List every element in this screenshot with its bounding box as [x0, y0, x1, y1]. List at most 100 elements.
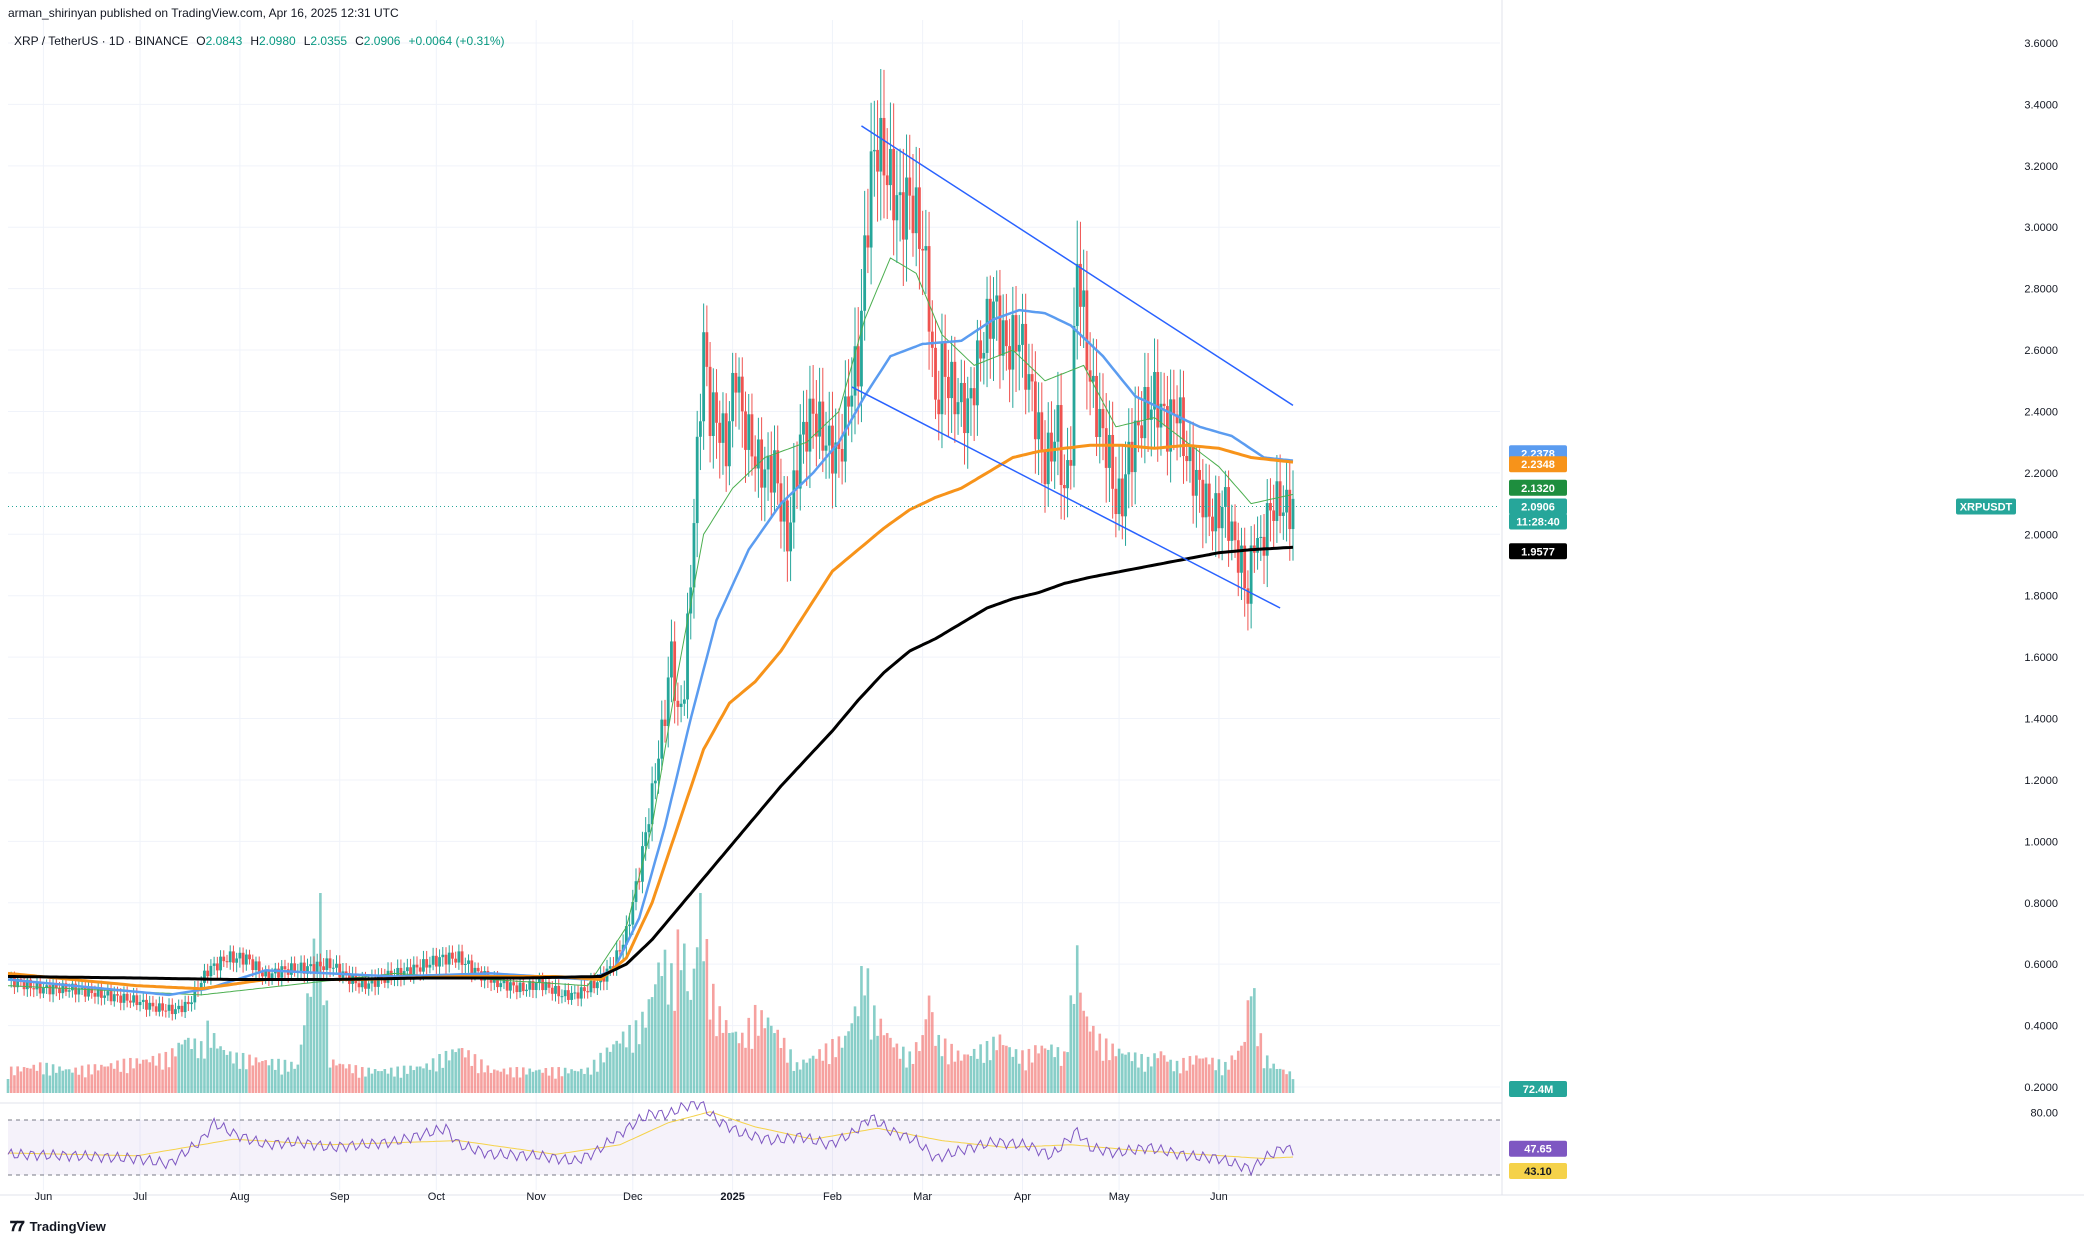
- volume-bar: [712, 983, 715, 1093]
- volume-bar: [9, 1066, 13, 1093]
- candle-body: [83, 987, 87, 997]
- candle-body: [673, 641, 677, 701]
- volume-bar: [1162, 1055, 1166, 1093]
- volume-bar: [489, 1072, 493, 1093]
- volume-bars: [6, 893, 1295, 1093]
- candle-body: [215, 963, 219, 971]
- rsi-ma-line: [7, 1111, 1294, 1160]
- symbol-legend[interactable]: XRP / TetherUS · 1D · BINANCE O2.0843 H2…: [14, 34, 505, 48]
- candle-body: [834, 442, 838, 474]
- candle-body: [428, 964, 432, 968]
- volume-bar: [90, 1074, 94, 1093]
- volume-bar: [1124, 1054, 1127, 1093]
- volume-bar: [570, 1069, 573, 1093]
- candle-body: [16, 978, 20, 988]
- tradingview-logo[interactable]: 𝟕𝟕 TradingView: [10, 1218, 106, 1235]
- candle-body: [689, 587, 693, 614]
- volume-bar: [918, 1051, 921, 1093]
- candle-body: [1137, 420, 1140, 426]
- volume-bar: [666, 1004, 670, 1093]
- time-tick-label: Nov: [526, 1191, 546, 1203]
- price-tick-label: 1.2000: [2024, 775, 2058, 787]
- volume-bar: [1066, 1052, 1069, 1093]
- volume-bar: [45, 1062, 48, 1093]
- volume-bar: [1085, 1016, 1089, 1093]
- volume-bar: [325, 1000, 329, 1093]
- volume-bar: [882, 1035, 886, 1093]
- volume-bar: [869, 1039, 873, 1093]
- volume-bar: [1146, 1056, 1150, 1093]
- time-axis[interactable]: Jun Jul Aug Sep Oct Nov Dec 2025 Feb Mar Apr May Jun: [35, 1191, 1228, 1203]
- candle-body: [499, 983, 503, 988]
- volume-bar: [1034, 1045, 1037, 1093]
- volume-bar: [96, 1070, 100, 1093]
- candle-body: [318, 961, 322, 967]
- volume-bar: [866, 968, 870, 1093]
- candle-body: [885, 175, 889, 186]
- candle-body: [814, 413, 818, 437]
- candle-body: [409, 967, 412, 977]
- volume-bar: [1030, 1062, 1034, 1093]
- volume-bar: [534, 1070, 538, 1093]
- candle-body: [808, 398, 812, 452]
- volume-bar: [663, 949, 667, 1093]
- symbol-title[interactable]: XRP / TetherUS · 1D · BINANCE: [14, 34, 189, 48]
- rsi-ma-tag: 43.10: [1524, 1166, 1552, 1178]
- candle-body: [344, 971, 348, 975]
- volume-bar: [222, 1050, 226, 1093]
- candle-body: [889, 148, 892, 186]
- volume-bar: [167, 1067, 171, 1093]
- rsi-value-tag: 47.65: [1524, 1144, 1552, 1156]
- volume-bar: [451, 1049, 454, 1093]
- candle-body: [1085, 290, 1089, 371]
- candle-body: [99, 988, 103, 998]
- volume-bar: [786, 1062, 789, 1093]
- candle-body: [969, 388, 973, 399]
- volume-bar: [1117, 1048, 1121, 1093]
- volume-bar: [995, 1050, 999, 1093]
- volume-bar: [55, 1072, 58, 1093]
- candle-body: [225, 961, 229, 963]
- time-tick-label: Jun: [35, 1191, 53, 1203]
- candle-body: [1233, 521, 1237, 541]
- volume-bar: [911, 1063, 915, 1093]
- volume-bar: [431, 1058, 435, 1093]
- volume-bar: [1133, 1052, 1137, 1093]
- price-axis[interactable]: 3.6000 3.4000 3.2000 3.0000 2.8000 2.6000 2.40…: [2024, 38, 2058, 1119]
- volume-bar: [422, 1068, 425, 1093]
- candle-body: [367, 983, 371, 989]
- volume-bar: [238, 1068, 242, 1093]
- volume-bar: [766, 1017, 770, 1093]
- candle-body: [277, 968, 280, 978]
- volume-bar: [769, 1025, 773, 1093]
- volume-bar: [344, 1068, 348, 1093]
- candle-body: [956, 402, 960, 415]
- candle-body: [1114, 488, 1118, 515]
- volume-bar: [1027, 1048, 1031, 1093]
- candle-body: [241, 952, 245, 965]
- volume-bar: [705, 939, 709, 1093]
- candle-body: [67, 990, 71, 992]
- volume-bar: [373, 1069, 377, 1093]
- candle-body: [570, 992, 573, 1000]
- candle-body: [186, 1001, 190, 1005]
- candle-body: [148, 1002, 152, 1010]
- candle-body: [1066, 460, 1069, 489]
- price-tick-label: 1.4000: [2024, 714, 2058, 726]
- channel-line: [861, 125, 1294, 406]
- candle-body: [860, 310, 863, 387]
- candle-body: [550, 987, 554, 994]
- candle-body: [518, 982, 522, 993]
- volume-bar: [982, 1062, 986, 1093]
- candle-body: [1004, 320, 1008, 347]
- volume-bar: [216, 1048, 219, 1093]
- candle-body: [170, 1004, 174, 1015]
- volume-bar: [103, 1066, 106, 1093]
- volume-bar: [1011, 1056, 1015, 1093]
- volume-bar: [1188, 1056, 1192, 1093]
- volume-bar: [602, 1062, 606, 1093]
- candle-body: [708, 366, 712, 436]
- volume-bar: [927, 995, 931, 1093]
- candle-body: [338, 963, 342, 978]
